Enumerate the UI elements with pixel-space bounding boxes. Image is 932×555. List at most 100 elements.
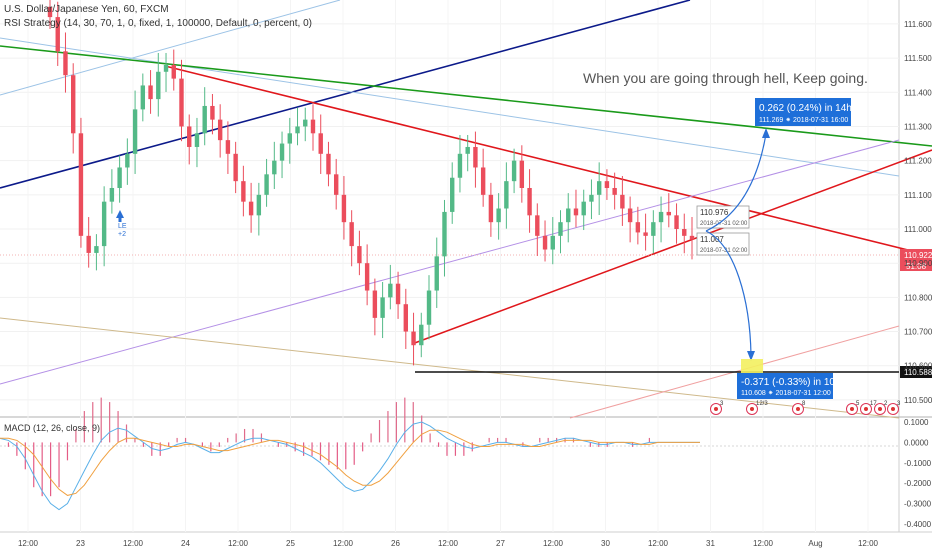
- indicator-label[interactable]: RSI Strategy (14, 30, 70, 1, 0, fixed, 1…: [4, 18, 312, 29]
- trend-lines[interactable]: [0, 0, 932, 419]
- candle-body: [310, 119, 316, 134]
- candle-body: [71, 75, 76, 134]
- macd-tick-label: -0.4000: [904, 520, 932, 529]
- long-entry-marker[interactable]: LE +2: [116, 210, 127, 238]
- time-tick-label: 12:00: [753, 539, 774, 548]
- candle-body: [132, 109, 138, 154]
- candle-body: [604, 181, 610, 188]
- candle-body: [488, 194, 494, 223]
- price-tick-label: 110.900: [904, 259, 932, 268]
- event-flag-icon: [891, 407, 895, 411]
- macd-axis[interactable]: 0.1000 0.0000 -0.1000 -0.2000 -0.3000 -0.4000: [904, 418, 932, 529]
- time-tick-label: 12:00: [543, 539, 564, 548]
- trade-box-upper[interactable]: 110.976 2018-07-31 02:00: [696, 205, 750, 229]
- candle-body: [566, 208, 571, 223]
- price-tick-label: 110.700: [904, 328, 932, 337]
- candle-body: [426, 290, 432, 325]
- events[interactable]: 3 12/3 8 5 17 2 3: [710, 401, 902, 415]
- projection-up-curve[interactable]: [705, 133, 767, 232]
- candle-body: [349, 222, 354, 247]
- candle-body: [156, 71, 161, 100]
- candle-body: [357, 246, 362, 264]
- time-tick-label: 12:00: [858, 539, 879, 548]
- level-price-tag-text: 110.588: [904, 368, 932, 377]
- candle-body: [318, 133, 323, 154]
- current-price-tag[interactable]: 110.922 51:08: [900, 249, 932, 271]
- macd-tick-label: -0.3000: [904, 500, 932, 509]
- price-tick-label: 111.300: [904, 122, 932, 131]
- candle-body: [527, 187, 532, 216]
- candle-body: [55, 17, 60, 52]
- time-tick-label: 31: [706, 539, 715, 548]
- measure-up-box[interactable]: 0.262 (0.24%) in 14h 111.269 ⁕ 2018-07-3…: [755, 98, 852, 126]
- trade-box-upper-time: 2018-07-31 02:00: [700, 221, 748, 227]
- candle-body: [380, 297, 385, 318]
- projection-down-curve[interactable]: [705, 230, 752, 356]
- event-flag-icon: [714, 407, 718, 411]
- event-count: 5: [856, 401, 860, 407]
- countdown-tag-text: 51:08: [906, 262, 927, 271]
- support-red-line[interactable]: [411, 149, 932, 345]
- candle-body: [148, 85, 153, 100]
- price-tick-label: 110.500: [904, 396, 932, 405]
- candle-body: [187, 126, 192, 147]
- trade-box-lower-time: 2018-07-31 02:00: [700, 248, 748, 254]
- resistance-red-line[interactable]: [164, 65, 932, 257]
- candle-body: [403, 304, 409, 332]
- macd-line: [0, 421, 700, 511]
- time-tick-label: 26: [391, 539, 400, 548]
- event-flag-icon: [878, 407, 882, 411]
- channel-upper-blue-line[interactable]: [0, 0, 691, 189]
- candle-body: [210, 105, 215, 120]
- macd-signal-line: [0, 429, 700, 496]
- candle-body: [612, 187, 617, 195]
- candle-body: [473, 146, 478, 168]
- trade-box-lower[interactable]: 11.007 2018-07-31 02:00: [696, 232, 750, 256]
- candle-body: [620, 194, 625, 209]
- candle-body: [450, 177, 455, 212]
- event-count: 2: [884, 401, 888, 407]
- time-tick-label: 12:00: [438, 539, 459, 548]
- candle-body: [256, 194, 262, 216]
- event-count: 3: [897, 401, 901, 407]
- candle-body: [388, 283, 393, 298]
- candle-body: [465, 146, 470, 154]
- time-tick-label: 12:00: [228, 539, 249, 548]
- measure-down-box[interactable]: -0.371 (-0.33%) in 10h 110.608 ⁕ 2018-07…: [737, 373, 841, 399]
- candle-body: [117, 167, 122, 188]
- candle-body: [140, 85, 146, 110]
- annotation-text[interactable]: When you are going through hell, Keep go…: [583, 70, 868, 86]
- channel-light-blue-line[interactable]: [0, 0, 341, 96]
- candle-body: [550, 235, 555, 250]
- macd-histogram: [7, 397, 650, 497]
- candle-body: [442, 211, 447, 257]
- candle-body: [125, 153, 130, 168]
- candle-body: [333, 174, 339, 195]
- measure-down-detail: 110.608 ⁕ 2018-07-31 12:00: [741, 390, 831, 397]
- candle-body: [303, 119, 308, 127]
- candle-body: [419, 324, 424, 346]
- time-tick-label: 12:00: [333, 539, 354, 548]
- indicator-label-text: RSI Strategy (14, 30, 70, 1, 0, fixed, 1…: [4, 18, 312, 29]
- long-entry-arrow-icon: [116, 210, 124, 222]
- candle-body: [457, 153, 463, 178]
- price-axis[interactable]: 111.600 111.500 111.400 111.300 111.200 111.1…: [904, 20, 932, 405]
- price-tick-label: 111.500: [904, 54, 932, 63]
- macd-label[interactable]: MACD (12, 26, close, 9): [4, 423, 100, 433]
- level-price-tag[interactable]: 110.588: [900, 366, 932, 378]
- event-flag-icon: [864, 407, 868, 411]
- tan-trend-line[interactable]: [0, 317, 900, 419]
- candle-body: [63, 51, 68, 76]
- macd-tick-label: -0.1000: [904, 459, 932, 468]
- candle-body: [225, 140, 231, 154]
- measure-up-bg: [755, 98, 851, 126]
- candle-body: [542, 235, 548, 250]
- candle-body: [658, 211, 664, 223]
- time-axis[interactable]: 12:00 23 12:00 24 12:00 25 12:00 26 12:00 27 12:00…: [18, 539, 879, 548]
- symbol-title[interactable]: U.S. Dollar/Japanese Yen, 60, FXCM: [4, 4, 169, 15]
- purple-channel-line[interactable]: [0, 139, 900, 385]
- green-trend-line[interactable]: [0, 45, 932, 147]
- candle-body: [163, 64, 169, 72]
- light-blue-trend-line[interactable]: [0, 37, 900, 177]
